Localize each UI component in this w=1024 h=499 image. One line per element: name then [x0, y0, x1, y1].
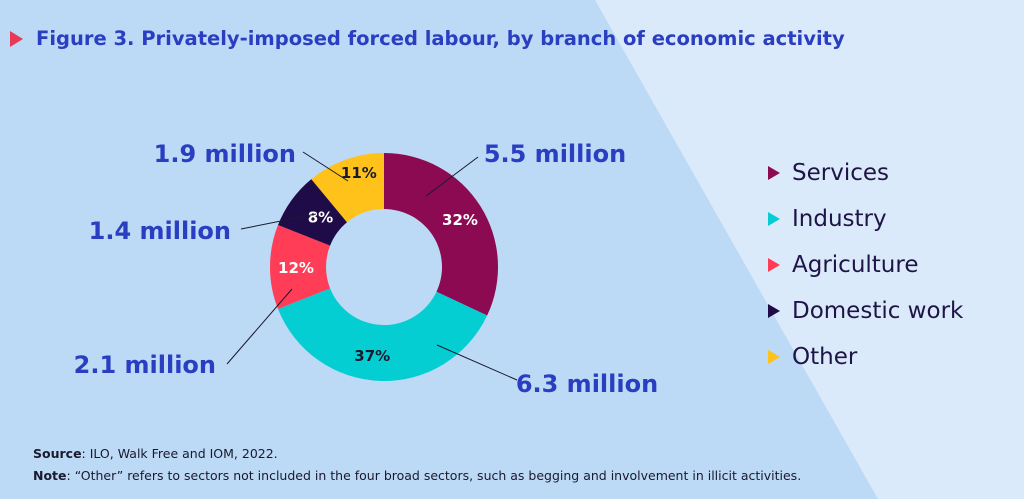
donut-slice-other: [311, 153, 384, 223]
title-triangle-icon: [10, 30, 23, 47]
callout-leader-line: [436, 344, 518, 381]
source-line: Source: ILO, Walk Free and IOM, 2022.: [33, 446, 278, 461]
legend: Services Industry Agriculture Domestic w…: [768, 150, 963, 380]
legend-label: Industry: [792, 206, 887, 232]
percent-label: 32%: [442, 211, 478, 229]
legend-marker-icon: [768, 350, 780, 364]
legend-marker-icon: [768, 212, 780, 226]
legend-marker-icon: [768, 304, 780, 318]
figure-title-row: Figure 3. Privately-imposed forced labou…: [10, 27, 845, 50]
legend-label: Services: [792, 160, 889, 186]
percent-label: 12%: [278, 259, 314, 277]
legend-item-other: Other: [768, 334, 963, 380]
note-text: : “Other” refers to sectors not included…: [66, 468, 802, 483]
note-label: Note: [33, 468, 67, 483]
callout-leader-line: [240, 213, 317, 230]
legend-item-industry: Industry: [768, 196, 963, 242]
donut-slice-agriculture: [270, 225, 331, 309]
callout-leader-line: [425, 156, 479, 197]
donut-slice-services: [384, 153, 499, 316]
legend-marker-icon: [768, 258, 780, 272]
note-line: Note: “Other” refers to sectors not incl…: [33, 468, 801, 483]
value-callout-label: 1.4 million: [89, 217, 231, 245]
legend-label: Agriculture: [792, 252, 919, 278]
legend-label: Other: [792, 344, 858, 370]
legend-item-services: Services: [768, 150, 963, 196]
value-callout-label: 6.3 million: [516, 370, 658, 398]
percent-label: 8%: [308, 208, 333, 226]
donut-slice-industry: [278, 288, 488, 381]
figure-title: Figure 3. Privately-imposed forced labou…: [36, 27, 845, 50]
value-callout-label: 5.5 million: [484, 140, 626, 168]
legend-item-agriculture: Agriculture: [768, 242, 963, 288]
callout-leader-line: [302, 151, 349, 182]
legend-item-domestic-work: Domestic work: [768, 288, 963, 334]
donut-slice-domestic-work: [278, 179, 348, 246]
background-right-panel: [595, 0, 1024, 499]
source-text: : ILO, Walk Free and IOM, 2022.: [81, 446, 278, 461]
legend-marker-icon: [768, 166, 780, 180]
legend-label: Domestic work: [792, 298, 964, 324]
callout-leader-line: [226, 288, 293, 365]
source-label: Source: [33, 446, 82, 461]
value-callout-label: 2.1 million: [74, 351, 216, 379]
value-callout-label: 1.9 million: [154, 140, 296, 168]
percent-label: 11%: [341, 164, 377, 182]
percent-label: 37%: [354, 347, 390, 365]
